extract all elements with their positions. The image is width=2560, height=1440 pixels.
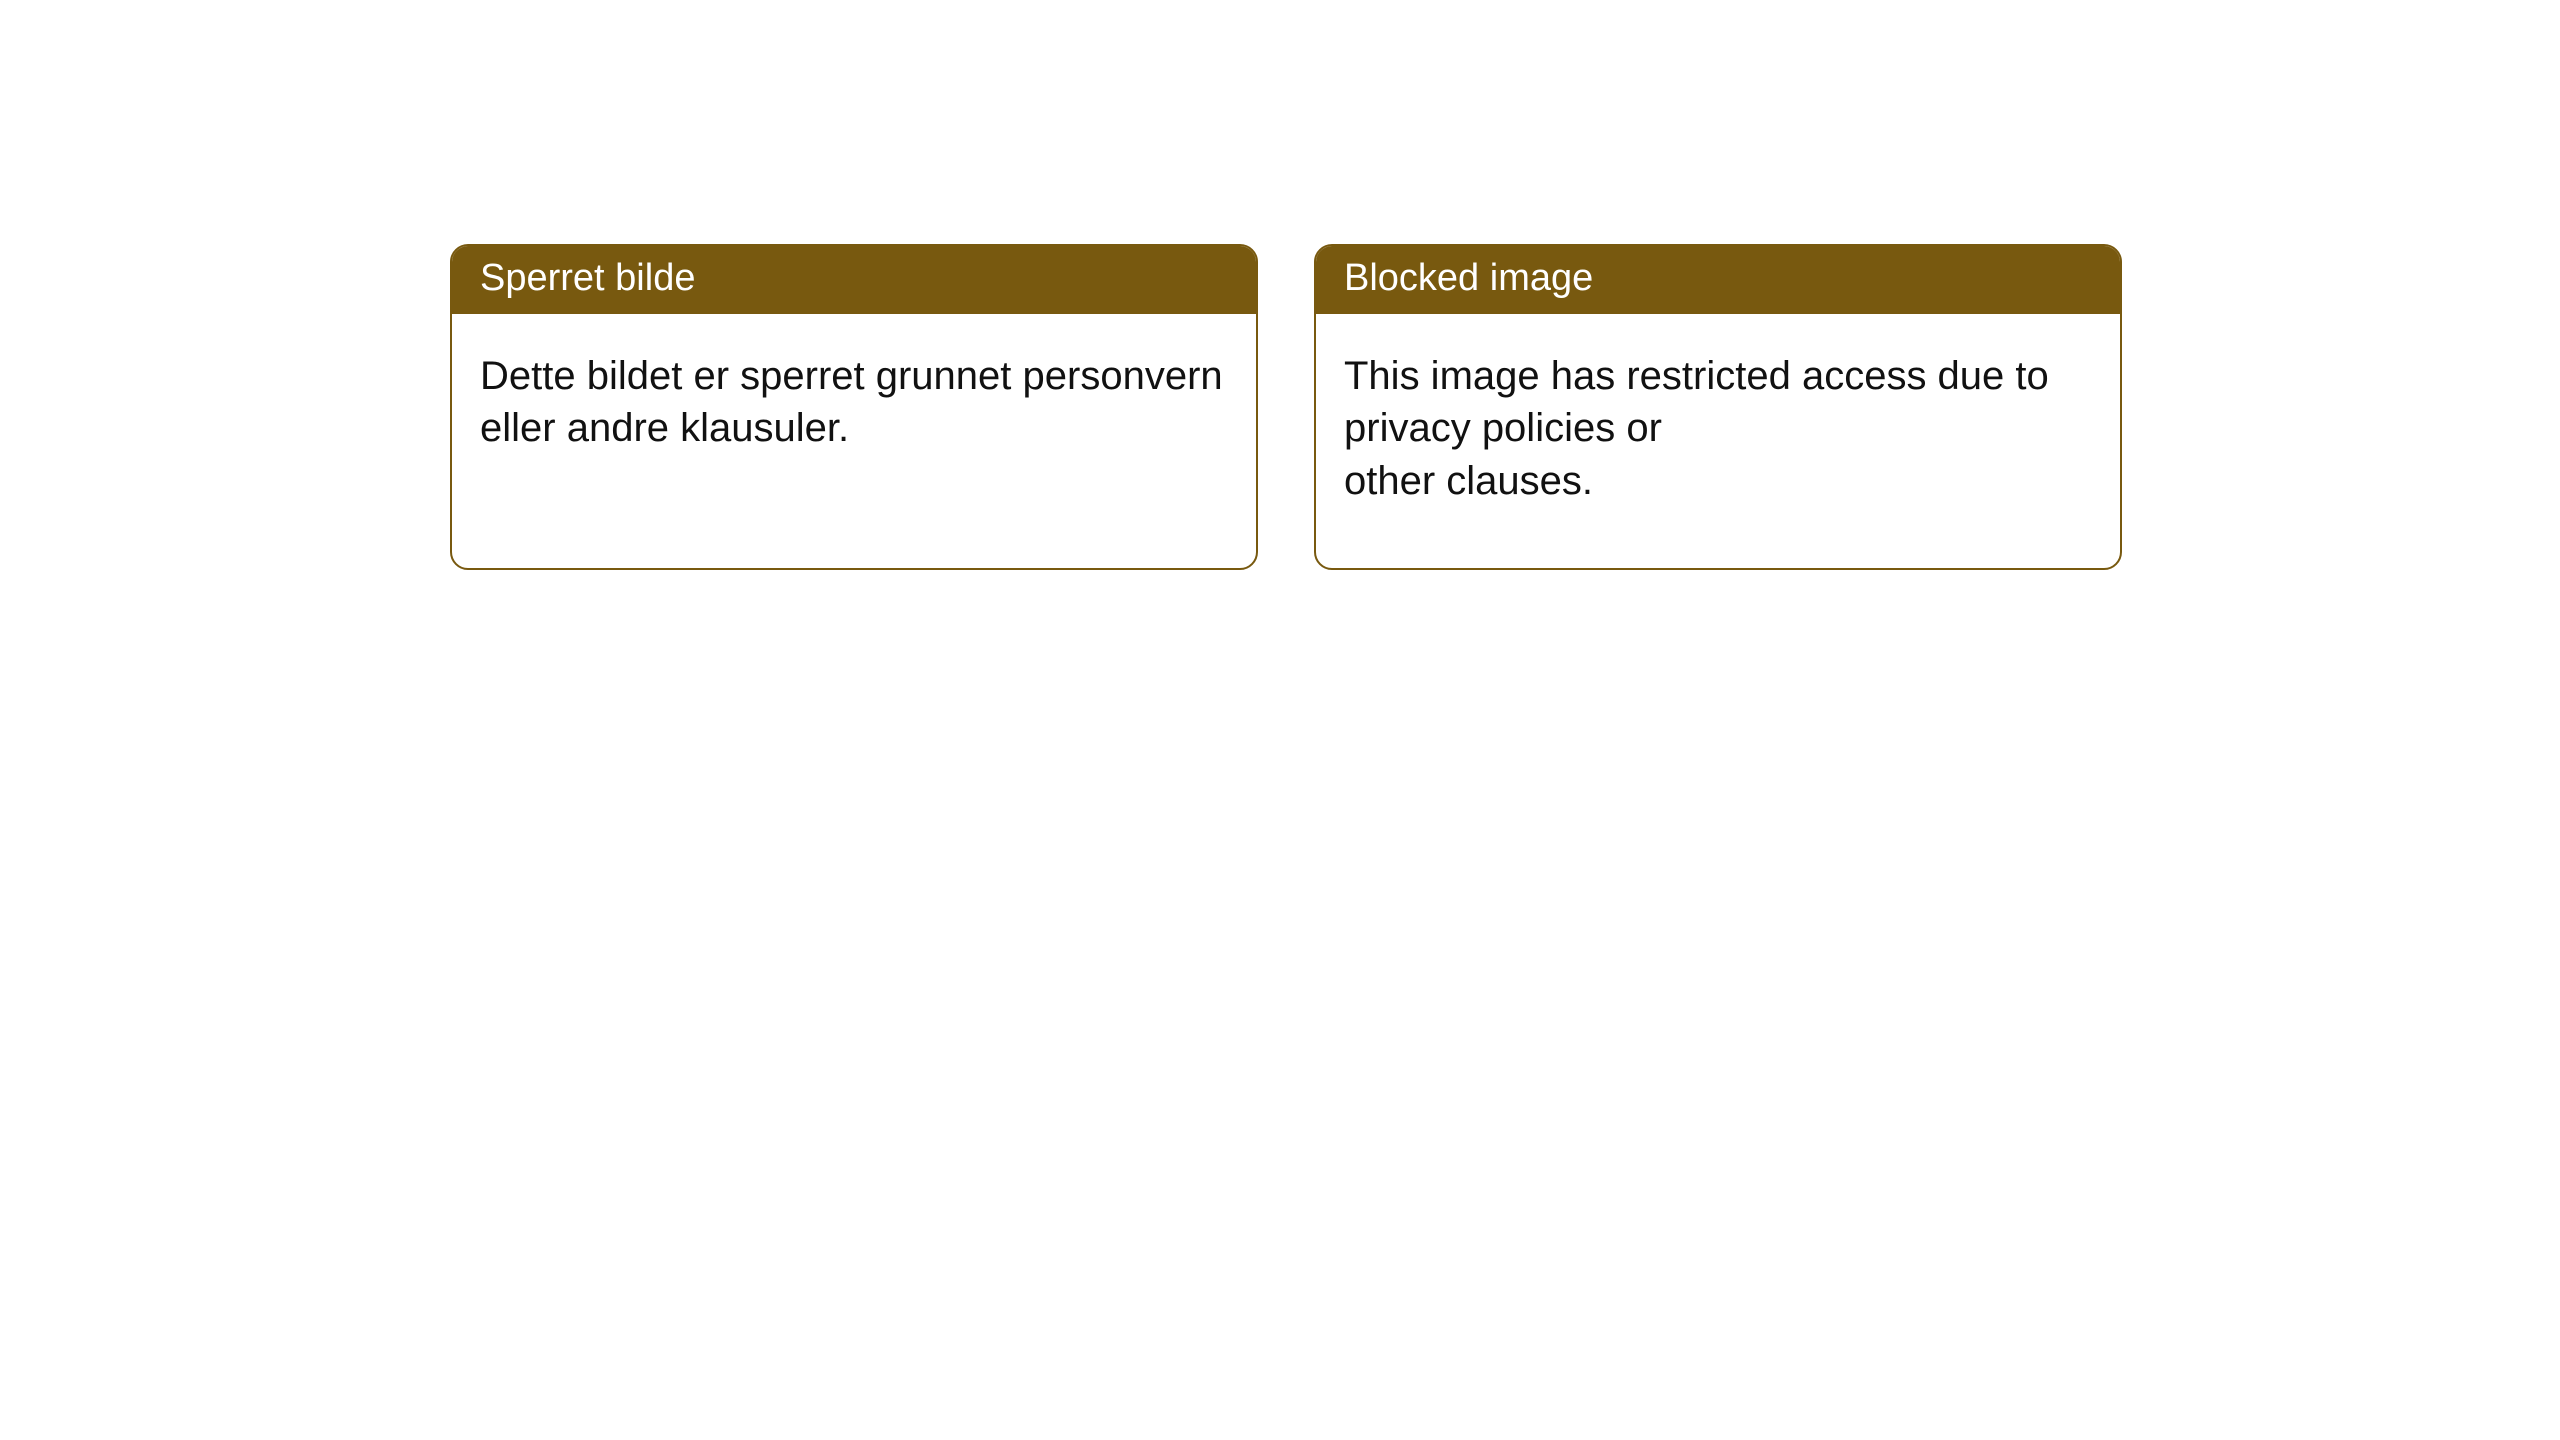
blocked-image-card-no-body: Dette bildet er sperret grunnet personve… — [452, 314, 1256, 524]
blocked-image-card-en: Blocked image This image has restricted … — [1314, 244, 2122, 570]
blocked-image-card-no: Sperret bilde Dette bildet er sperret gr… — [450, 244, 1258, 570]
notice-cards-container: Sperret bilde Dette bildet er sperret gr… — [0, 0, 2560, 570]
blocked-image-card-en-title: Blocked image — [1316, 246, 2120, 314]
blocked-image-card-no-title: Sperret bilde — [452, 246, 1256, 314]
blocked-image-card-en-body: This image has restricted access due to … — [1316, 314, 2120, 568]
